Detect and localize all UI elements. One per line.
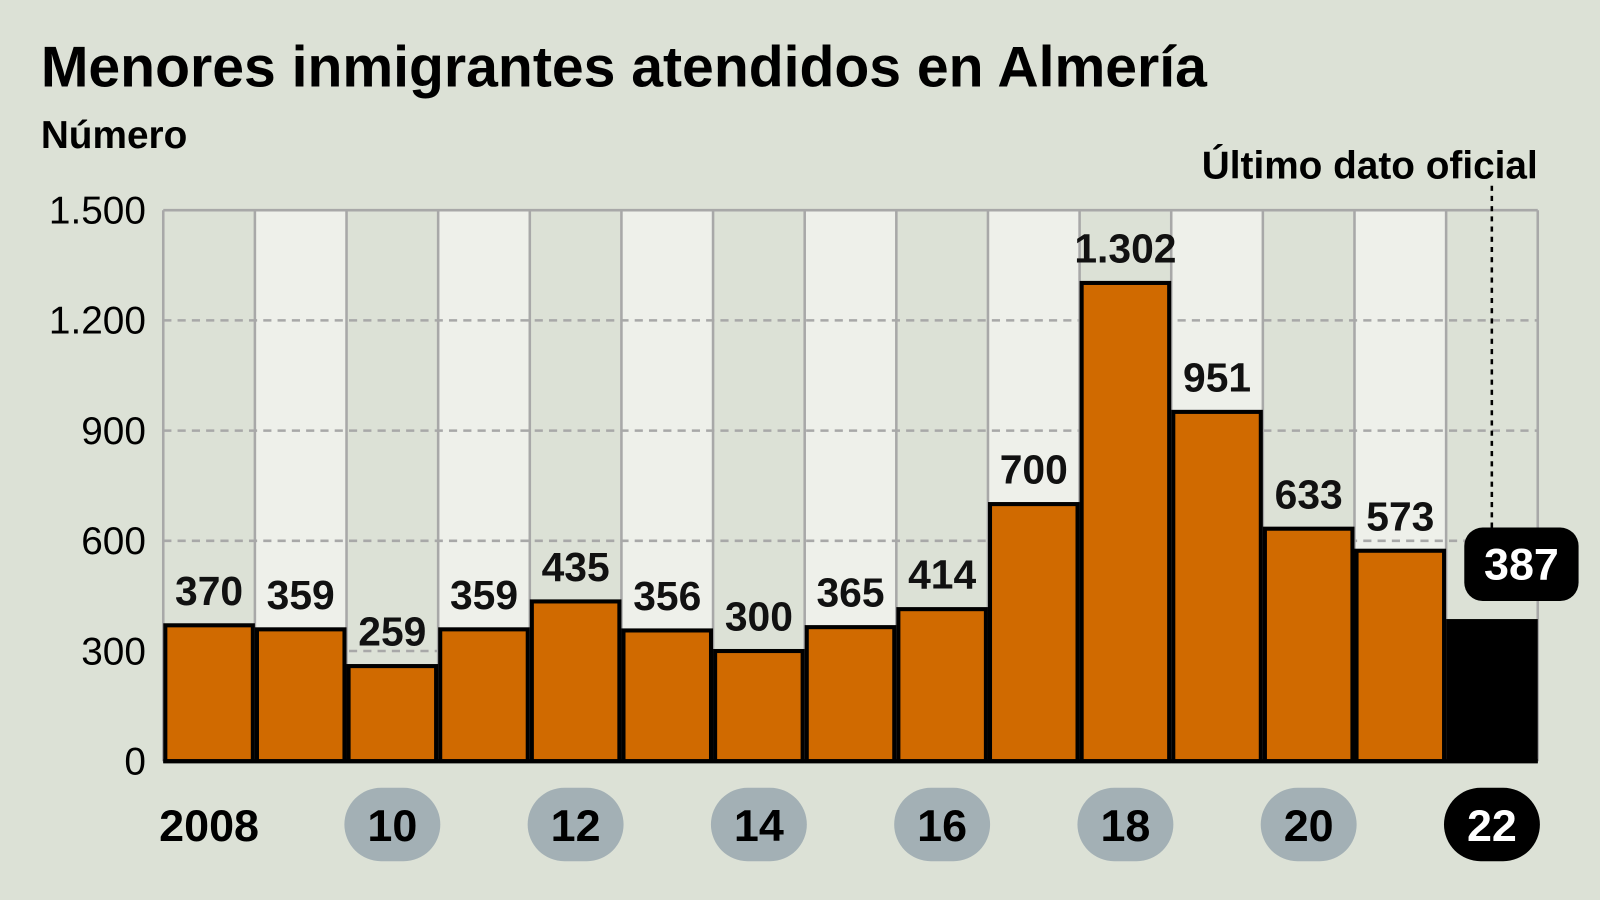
bar bbox=[346, 664, 439, 764]
bar bbox=[529, 599, 622, 764]
x-tick-pill bbox=[1443, 787, 1540, 862]
x-tick-pill bbox=[1077, 787, 1174, 862]
value-label: 414 bbox=[908, 552, 976, 598]
bar bbox=[804, 625, 897, 764]
bar bbox=[163, 623, 255, 764]
y-tick-label: 900 bbox=[81, 410, 146, 453]
x-tick-label: 20 bbox=[1284, 800, 1334, 851]
x-tick-pill bbox=[1260, 787, 1357, 862]
value-label: 435 bbox=[542, 544, 610, 590]
value-label: 573 bbox=[1366, 493, 1434, 539]
x-tick-label: 16 bbox=[917, 800, 967, 851]
value-label: 365 bbox=[816, 570, 884, 616]
x-tick-pill bbox=[527, 787, 624, 862]
x-tick-label: 2008 bbox=[159, 800, 259, 851]
bar bbox=[1262, 526, 1355, 764]
x-tick-label: 10 bbox=[367, 800, 417, 851]
value-label: 1.302 bbox=[1074, 226, 1176, 272]
x-tick-label: 18 bbox=[1100, 800, 1150, 851]
value-label: 370 bbox=[175, 568, 243, 614]
bar bbox=[713, 648, 805, 764]
y-tick-label: 600 bbox=[81, 520, 146, 563]
bar bbox=[1171, 409, 1263, 764]
x-tick-label: 22 bbox=[1467, 800, 1517, 851]
value-label: 300 bbox=[725, 594, 793, 640]
x-tick-label: 14 bbox=[734, 800, 784, 851]
x-tick-pill bbox=[344, 787, 441, 862]
x-tick-label: 12 bbox=[551, 800, 601, 851]
value-label: 359 bbox=[267, 572, 335, 618]
bar-highlight bbox=[1446, 619, 1538, 764]
value-label: 359 bbox=[450, 572, 518, 618]
y-tick-label: 1.500 bbox=[49, 189, 146, 232]
bar bbox=[1079, 280, 1172, 764]
bar bbox=[438, 627, 530, 764]
value-label: 951 bbox=[1183, 354, 1251, 400]
y-tick-label: 0 bbox=[124, 740, 146, 783]
value-label: 259 bbox=[358, 609, 426, 655]
value-label: 356 bbox=[633, 573, 701, 619]
bar bbox=[987, 502, 1080, 764]
chart-subtitle: Número bbox=[41, 114, 187, 157]
value-label-badge bbox=[1464, 527, 1579, 602]
bar bbox=[1354, 548, 1447, 764]
y-tick-label: 1.200 bbox=[49, 300, 146, 343]
bar bbox=[896, 607, 988, 764]
bar bbox=[621, 628, 714, 764]
y-tick-label: 300 bbox=[81, 630, 146, 673]
value-label: 633 bbox=[1275, 471, 1343, 517]
value-label: 387 bbox=[1484, 539, 1559, 590]
last-data-annotation: Último dato oficial bbox=[1202, 144, 1538, 188]
bar bbox=[254, 627, 347, 764]
chart-title: Menores inmigrantes atendidos en Almería bbox=[41, 36, 1208, 100]
x-tick-pill bbox=[894, 787, 991, 862]
value-label: 700 bbox=[1000, 447, 1068, 493]
x-tick-pill bbox=[710, 787, 807, 862]
